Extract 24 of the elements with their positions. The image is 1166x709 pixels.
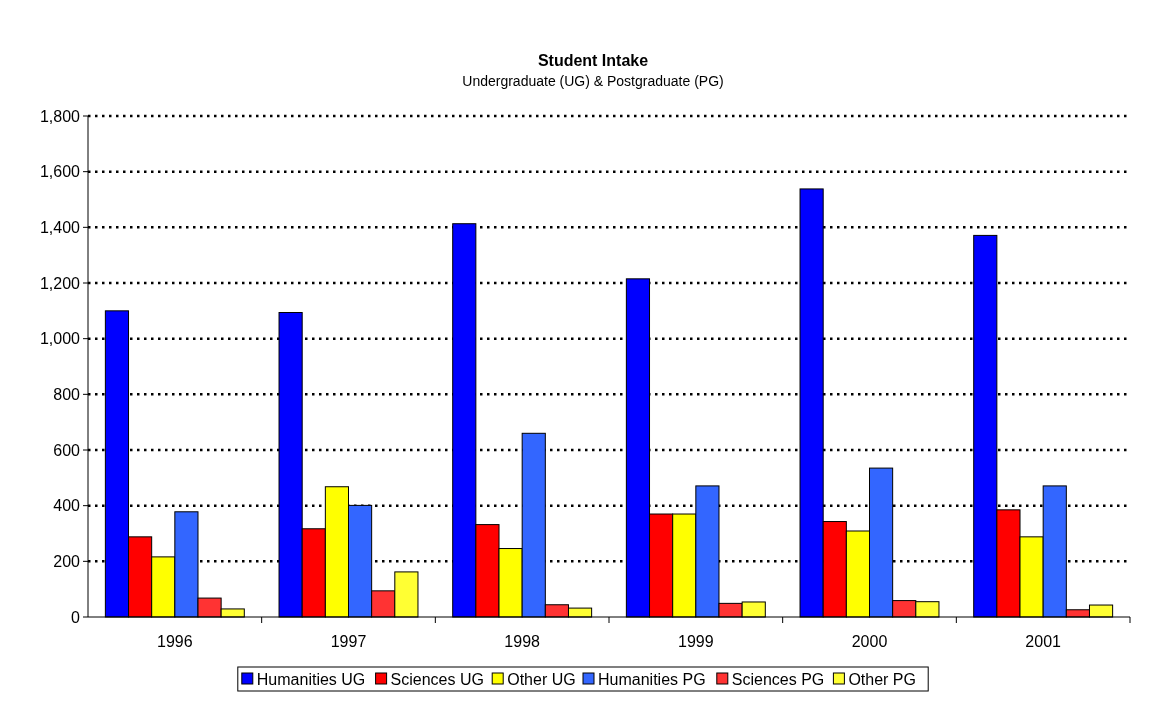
y-tick-label: 1,000 [39, 330, 81, 348]
x-tick-label: 1997 [330, 633, 367, 650]
y-tick-label: 1,200 [39, 274, 81, 292]
legend-label: Sciences PG [731, 670, 825, 688]
y-tick-label: 400 [53, 497, 81, 515]
legend-label: Other UG [507, 670, 576, 688]
y-tick-label: 200 [53, 552, 81, 570]
chart-subtitle: Undergraduate (UG) & Postgraduate (PG) [462, 73, 724, 89]
y-tick-label: 1,400 [39, 218, 81, 236]
x-tick-label: 2001 [1025, 633, 1062, 650]
x-tick-label: 2000 [851, 633, 888, 650]
y-tick-label: 800 [53, 385, 81, 403]
x-tick-label: 1999 [678, 633, 714, 650]
legend-label: Humanities UG [256, 670, 366, 688]
chart-title: Student Intake [537, 52, 649, 69]
y-tick-label: 1,600 [39, 163, 81, 181]
y-tick-label: 0 [71, 608, 81, 626]
legend-label: Humanities PG [598, 670, 706, 688]
legend-label: Other PG [848, 670, 916, 688]
x-tick-label: 1998 [504, 633, 541, 650]
legend-label: Sciences UG [390, 670, 484, 688]
y-tick-label: 1,800 [39, 107, 81, 125]
x-tick-label: 1996 [157, 633, 193, 650]
y-tick-label: 600 [53, 441, 81, 459]
